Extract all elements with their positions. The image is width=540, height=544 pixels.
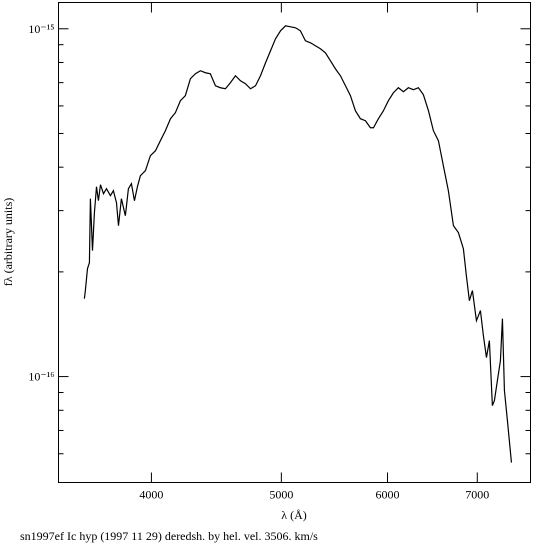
plot-frame bbox=[58, 2, 531, 483]
x-tick-label: 4000 bbox=[139, 488, 163, 502]
chart-title: sn1997ef Ic hyp (1997 11 29) deredsh. by… bbox=[20, 529, 318, 543]
x-axis-label: λ (Å) bbox=[281, 508, 306, 522]
x-tick-label: 6000 bbox=[376, 488, 400, 502]
y-tick-label: 10⁻¹⁵ bbox=[28, 22, 54, 36]
x-tick-label: 5000 bbox=[269, 488, 293, 502]
y-axis-label: fλ (arbitrary units) bbox=[1, 198, 15, 286]
x-tick-label: 7000 bbox=[465, 488, 489, 502]
y-tick-label: 10⁻¹⁶ bbox=[28, 370, 54, 384]
spectrum-line bbox=[83, 25, 513, 463]
